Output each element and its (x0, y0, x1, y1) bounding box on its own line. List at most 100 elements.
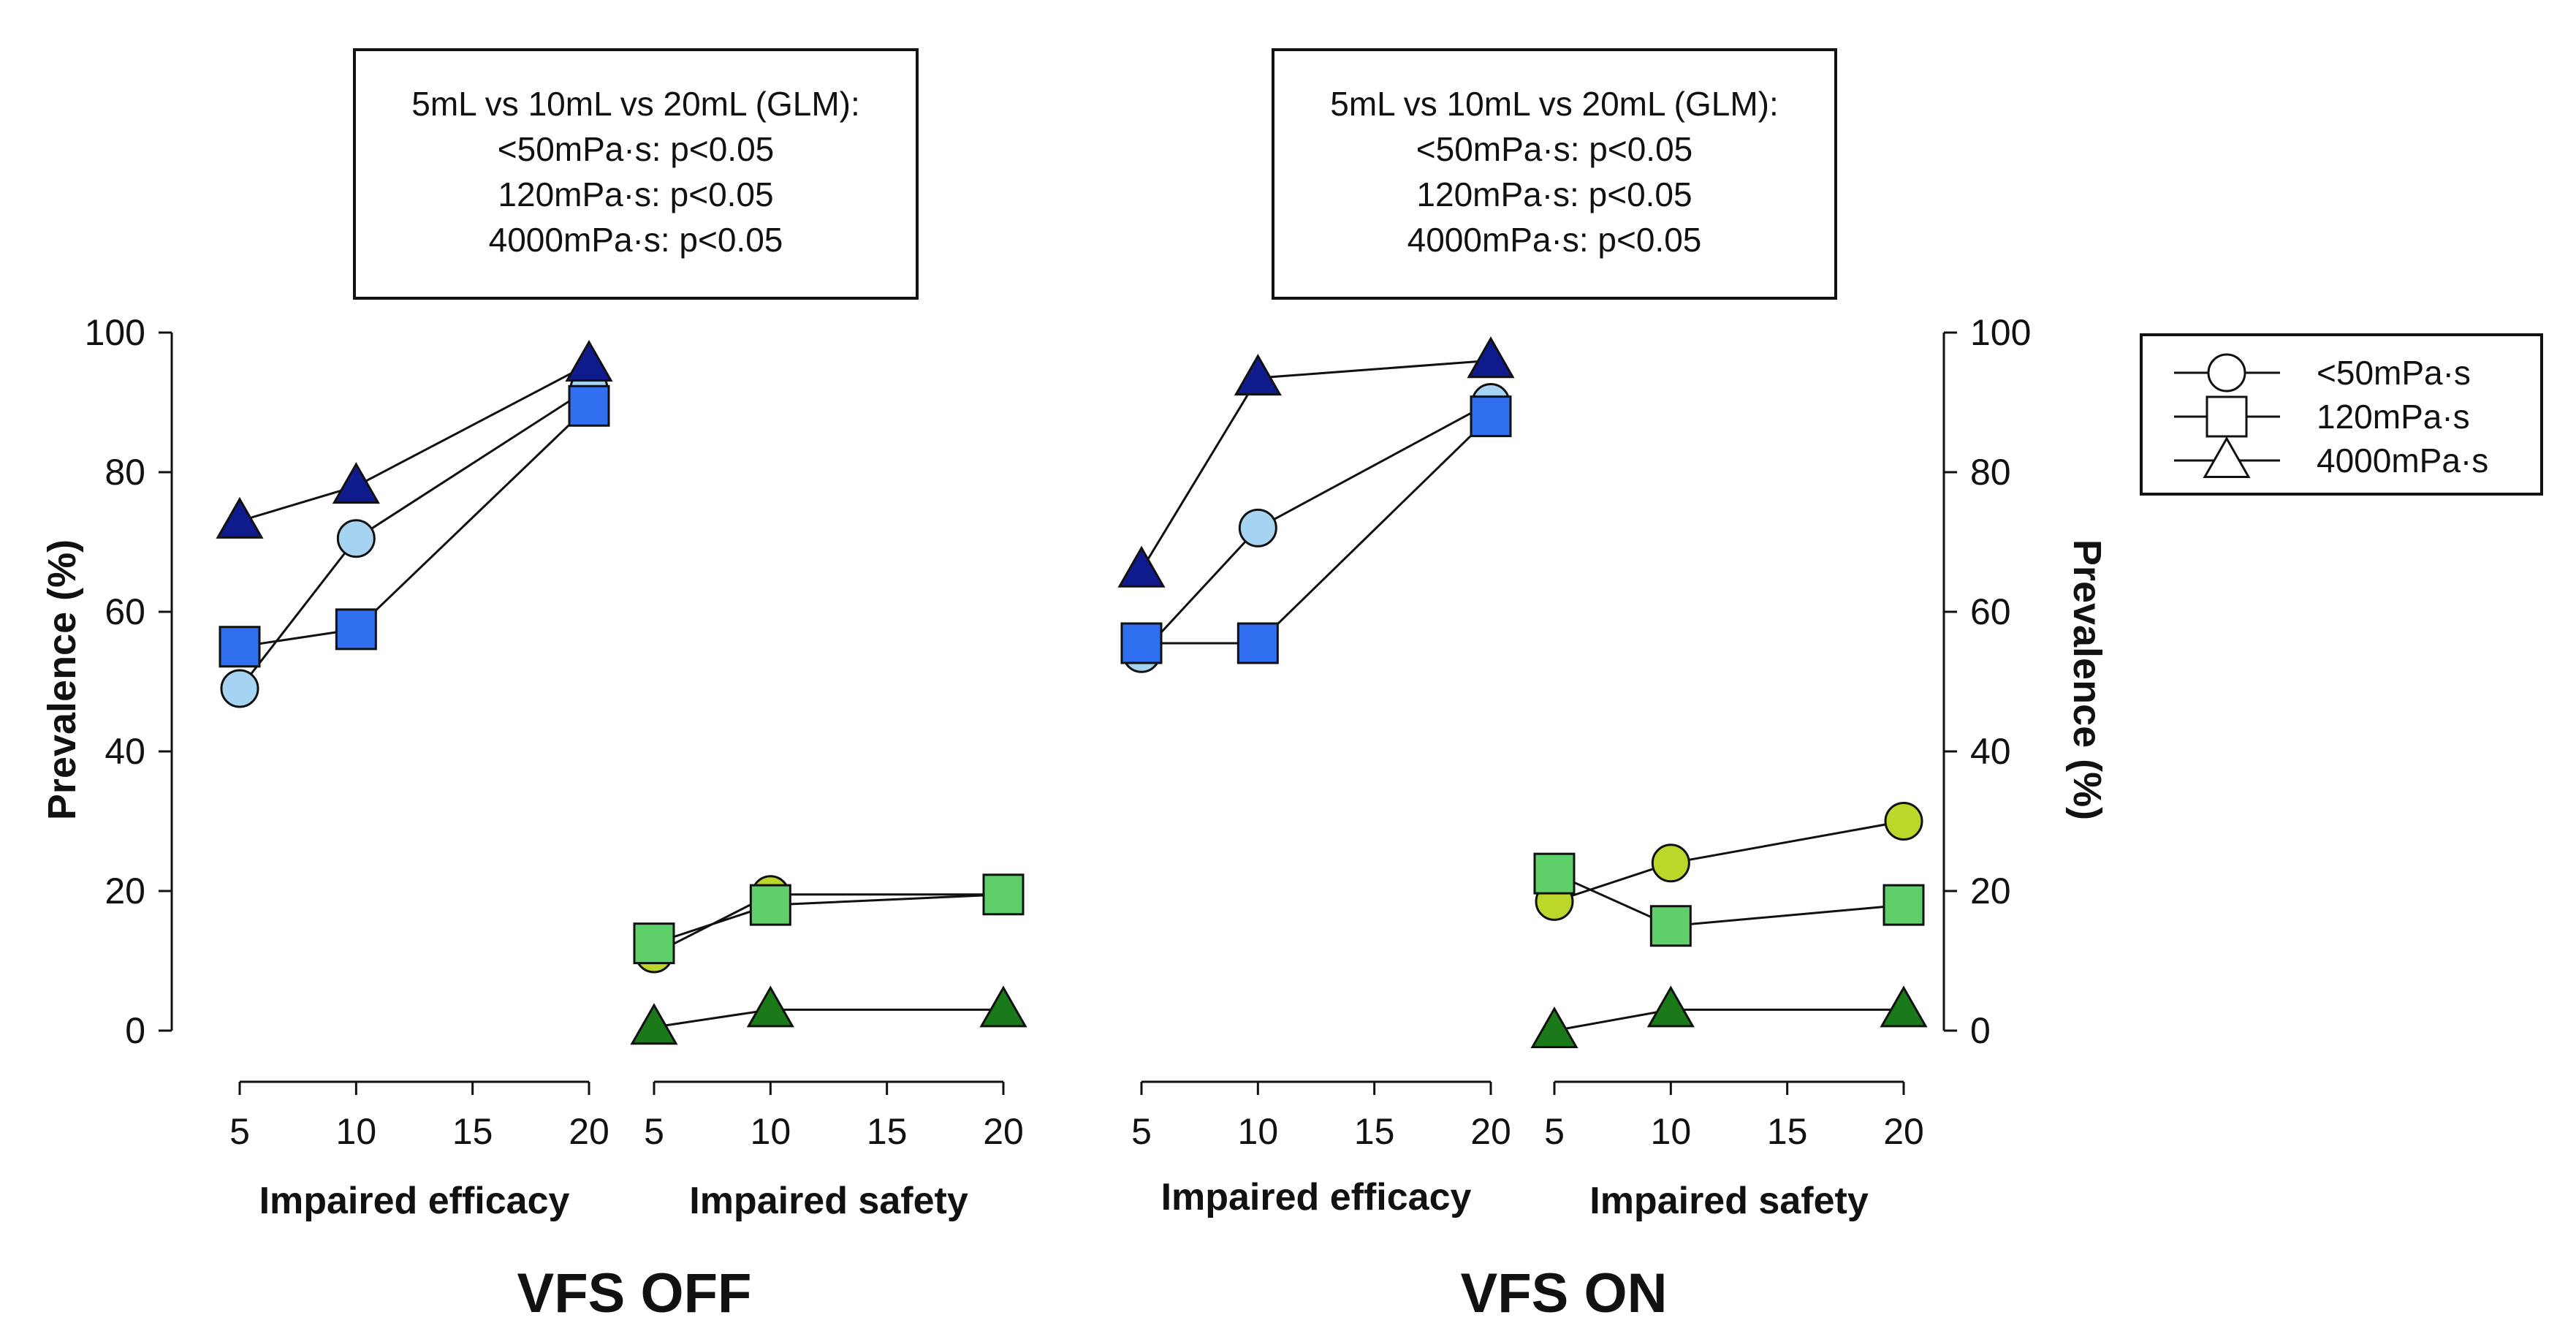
stats-box-frame-1 (1272, 48, 1837, 300)
x-tick-label-1-1-10: 10 (1651, 1111, 1692, 1152)
stats-box-line-1-3: 4000mPa·s: p<0.05 (1407, 221, 1702, 259)
y-tick-label-left-0: 0 (125, 1010, 145, 1051)
series-line-1-0-0 (1140, 401, 1492, 655)
group-title-1-0: Impaired efficacy (1161, 1176, 1472, 1218)
x-tick-label-1-0-5: 5 (1131, 1111, 1152, 1152)
x-tick-label-0-1-20: 20 (983, 1111, 1024, 1152)
series-line-0-1-1 (653, 893, 1004, 945)
y-tick-label-left-40: 40 (105, 731, 145, 772)
point-0-0-2-0 (216, 496, 264, 539)
series-line-0-0-0 (238, 387, 590, 689)
y-tick-label-right-80: 80 (1970, 452, 2011, 493)
series-line-1-1-2 (1554, 1008, 1904, 1032)
point-0-1-1-1 (749, 884, 791, 926)
point-1-1-0-2 (1884, 802, 1923, 841)
point-0-1-2-0 (630, 1003, 678, 1045)
x-tick-label-1-0-10: 10 (1238, 1111, 1279, 1152)
point-0-1-2-2 (979, 985, 1027, 1028)
x-tick-label-1-0-15: 15 (1354, 1111, 1395, 1152)
y-axis-title-left: Prevalence (%) (40, 539, 84, 820)
legend: <50mPa·s 120mPa·s 4000mPa·s (2140, 333, 2543, 496)
point-0-0-0-0 (220, 669, 259, 708)
series-line-0-1-2 (653, 1008, 1003, 1028)
x-tick-label-1-1-20: 20 (1883, 1111, 1924, 1152)
series-0-0-1 (219, 384, 610, 668)
point-1-1-2-0 (1530, 1006, 1578, 1048)
point-1-0-2-0 (1117, 545, 1166, 588)
y-tick-label-left-20: 20 (105, 871, 145, 911)
panel-title-0: VFS OFF (517, 1262, 752, 1324)
stats-boxes: 5mL vs 10mL vs 20mL (GLM): <50mPa·s: p<0.… (353, 48, 1837, 300)
point-1-0-1-0 (1120, 622, 1163, 664)
stats-box-0: 5mL vs 10mL vs 20mL (GLM): <50mPa·s: p<0.… (353, 48, 919, 300)
x-tick-label-0-1-15: 15 (867, 1111, 908, 1152)
x-tick-label-0-0-10: 10 (336, 1111, 377, 1152)
point-0-1-1-0 (633, 922, 675, 965)
stats-box-frame-0 (353, 48, 919, 300)
point-1-1-1-2 (1882, 884, 1925, 926)
point-1-1-2-1 (1646, 985, 1695, 1028)
point-1-1-1-1 (1649, 905, 1692, 947)
series-1-1-0 (1535, 802, 1923, 921)
x-tick-label-0-0-5: 5 (229, 1111, 250, 1152)
x-tick-label-1-1-5: 5 (1544, 1111, 1565, 1152)
labels: Prevalence (%) Prevalence (%) VFS OFF Impai… (40, 539, 2109, 1324)
y-tick-label-left-80: 80 (105, 452, 145, 493)
legend-entry-1: 120mPa·s (2174, 395, 2470, 438)
series-1-0-1 (1120, 395, 1512, 664)
point-1-1-1-0 (1533, 852, 1576, 895)
x-tick-label-1-1-15: 15 (1767, 1111, 1808, 1152)
y-tick-label-right-0: 0 (1970, 1010, 1991, 1051)
x-tick-label-1-0-20: 20 (1470, 1111, 1511, 1152)
stats-box-1: 5mL vs 10mL vs 20mL (GLM): <50mPa·s: p<0.… (1272, 48, 1837, 300)
point-1-1-2-2 (1880, 985, 1928, 1028)
series-line-0-0-2 (239, 363, 590, 523)
point-0-0-1-2 (568, 384, 610, 427)
point-0-0-2-2 (565, 339, 613, 382)
x-axis-0-1: 5 10 15 20 (644, 1080, 1024, 1152)
y-tick-label-left-60: 60 (105, 591, 145, 632)
point-1-0-2-1 (1234, 354, 1282, 396)
series-1-1-2 (1530, 985, 1928, 1048)
stats-box-line-0-0: 5mL vs 10mL vs 20mL (GLM): (411, 85, 860, 123)
series-1-0-0 (1122, 383, 1511, 673)
point-1-0-1-2 (1470, 395, 1512, 438)
point-1-0-0-1 (1238, 508, 1277, 547)
point-1-0-2-2 (1467, 336, 1515, 379)
point-0-1-1-2 (982, 873, 1025, 916)
stats-box-line-1-2: 120mPa·s: p<0.05 (1416, 175, 1692, 213)
series-1-1-1 (1533, 852, 1925, 947)
y-tick-label-left-100: 100 (85, 312, 145, 353)
y-axis-right: 0 20 40 60 80 100 (1942, 312, 2031, 1051)
stats-box-line-0-1: <50mPa·s: p<0.05 (498, 130, 774, 168)
point-1-1-0-1 (1651, 844, 1690, 883)
group-title-0-1: Impaired safety (689, 1180, 968, 1222)
series-0-0-2 (216, 339, 613, 539)
series-line-1-0-2 (1140, 359, 1492, 571)
legend-label-1: 120mPa·s (2317, 398, 2470, 436)
point-0-0-1-1 (335, 608, 377, 651)
point-0-0-1-0 (219, 626, 261, 668)
legend-label-2: 4000mPa·s (2317, 441, 2488, 479)
series-1-0-2 (1117, 336, 1515, 588)
series-0-1-0 (634, 875, 1023, 974)
x-axis-1-0: 5 10 15 20 (1131, 1080, 1511, 1152)
stats-box-line-1-1: <50mPa·s: p<0.05 (1416, 130, 1692, 168)
series-0-1-1 (633, 873, 1025, 965)
series-0-1-2 (630, 985, 1027, 1045)
legend-entry-0: <50mPa·s (2174, 353, 2471, 393)
legend-label-0: <50mPa·s (2317, 354, 2471, 392)
x-tick-label-0-0-15: 15 (452, 1111, 493, 1152)
group-title-0-0: Impaired efficacy (259, 1180, 570, 1222)
point-0-0-0-1 (336, 519, 376, 558)
y-tick-label-right-20: 20 (1970, 871, 2011, 911)
y-axis-left: 0 20 40 60 80 100 (85, 312, 173, 1051)
series-0-0-0 (220, 368, 609, 708)
x-axis-0-0: 5 10 15 20 (229, 1080, 609, 1152)
legend-marker-2 (2203, 436, 2251, 478)
x-axis-1-1: 5 10 15 20 (1544, 1080, 1924, 1152)
x-tick-label-0-0-20: 20 (569, 1111, 609, 1152)
y-axis-title-right: Prevalence (%) (2065, 539, 2109, 820)
panel-title-1: VFS ON (1461, 1262, 1668, 1324)
